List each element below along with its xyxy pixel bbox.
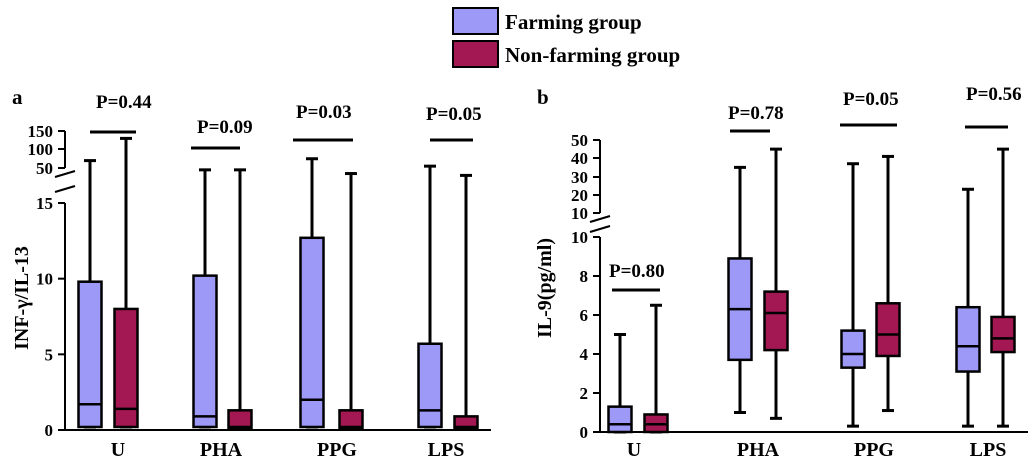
x-category-label: LPS (428, 439, 465, 460)
legend-label-farming: Farming group (505, 10, 642, 34)
legend-swatch-nonfarming (452, 40, 499, 68)
legend-label-nonfarming: Non-farming group (505, 43, 680, 67)
y-tick-label: 4 (580, 345, 589, 364)
y-tick-label: 6 (580, 306, 589, 325)
p-value-label: P=0.44 (96, 92, 152, 113)
y-tick-label: 40 (571, 149, 588, 168)
y-tick-label: 10 (571, 204, 588, 223)
p-value-label: P=0.03 (296, 102, 352, 123)
box-nonfarming (763, 290, 789, 352)
y-tick-label: 15 (36, 194, 53, 213)
x-category-label: PPG (317, 439, 357, 460)
box-nonfarming (113, 307, 139, 429)
legend: Farming group Non-farming group (452, 7, 680, 68)
p-value-label: P=0.09 (197, 117, 253, 138)
axis-break-mark (589, 215, 611, 223)
panel-a-y-axis-label: INF-γ/IL-13 (11, 246, 33, 350)
x-category-label: U (111, 439, 125, 460)
p-value-label: P=0.78 (728, 103, 784, 124)
x-category-label: PHA (200, 439, 243, 460)
y-tick-label: 10 (36, 270, 53, 289)
box-farming (840, 329, 866, 369)
box-nonfarming (990, 315, 1016, 354)
y-tick-label: 5 (45, 345, 54, 364)
y-tick-label: 20 (571, 186, 588, 205)
axis-break-mark (589, 225, 611, 233)
box-farming (607, 405, 633, 434)
box-farming (299, 236, 325, 429)
y-tick-label: 100 (28, 140, 54, 159)
panel-a-label: a (12, 85, 23, 109)
y-tick-label: 2 (580, 384, 589, 403)
y-tick-label: 10 (571, 228, 588, 247)
x-category-label: PPG (854, 439, 894, 460)
p-value-label: P=0.05 (843, 89, 899, 110)
x-category-label: LPS (970, 439, 1007, 460)
axis-break-mark (54, 170, 76, 178)
panel-b-y-axis-label: IL-9(pg/ml) (534, 238, 556, 338)
axis-break-mark (54, 185, 76, 193)
legend-swatch-farming (452, 7, 499, 35)
box-farming (77, 280, 103, 429)
y-tick-label: 8 (580, 267, 589, 286)
p-value-label: P=0.80 (609, 261, 665, 282)
panel-b-label: b (537, 85, 549, 109)
x-category-label: U (627, 439, 641, 460)
y-tick-label: 150 (28, 122, 54, 141)
box-farming (955, 305, 981, 373)
y-tick-label: 50 (571, 131, 588, 150)
y-tick-label: 30 (571, 168, 588, 187)
box-farming (192, 274, 218, 429)
y-tick-label: 50 (36, 159, 53, 178)
y-tick-label: 0 (45, 421, 54, 440)
box-nonfarming (338, 409, 364, 430)
p-value-label: P=0.56 (966, 84, 1022, 105)
y-tick-label: 0 (580, 423, 589, 442)
box-nonfarming (875, 302, 901, 358)
box-nonfarming (453, 415, 479, 430)
box-farming (417, 342, 443, 429)
box-nonfarming (227, 409, 253, 430)
x-category-label: PHA (737, 439, 780, 460)
p-value-label: P=0.05 (426, 104, 482, 125)
